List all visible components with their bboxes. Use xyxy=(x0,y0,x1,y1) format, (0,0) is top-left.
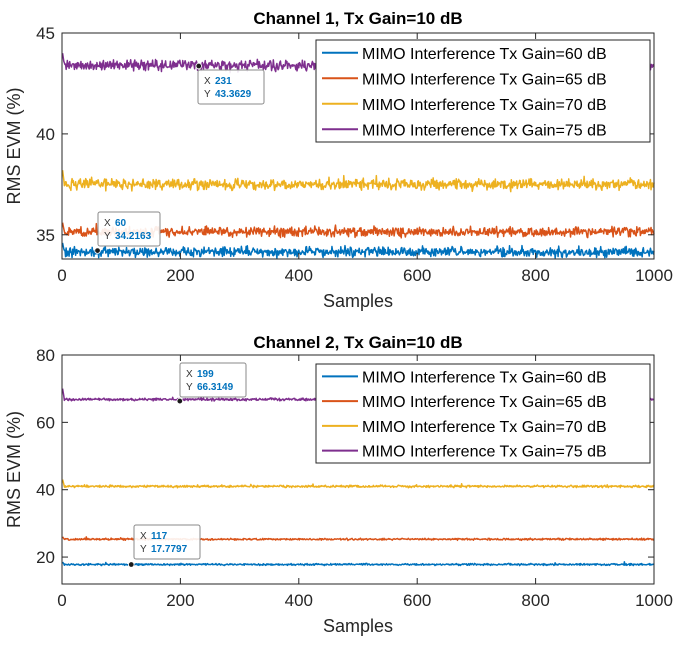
datatip-x-value: 117 xyxy=(151,531,168,542)
datatip-marker xyxy=(176,397,184,405)
legend-entry-label: MIMO Interference Tx Gain=60 dB xyxy=(362,46,607,63)
datatip[interactable]: X 199 Y 66.3149 xyxy=(176,362,247,405)
datatip-marker xyxy=(94,247,101,254)
legend-entry-label: MIMO Interference Tx Gain=70 dB xyxy=(362,97,607,114)
x-tick-label: 800 xyxy=(521,591,549,610)
x-tick-label: 0 xyxy=(57,591,66,610)
x-tick-label: 200 xyxy=(166,591,194,610)
datatip-x-value: 199 xyxy=(197,369,214,380)
y-tick-label: 35 xyxy=(36,226,55,245)
datatip-box xyxy=(197,69,265,105)
series-line-3[interactable] xyxy=(61,479,655,489)
datatip-y-value: 43.3629 xyxy=(215,89,252,100)
axes-box xyxy=(61,32,655,260)
datatip-y-prefix: Y xyxy=(204,89,211,100)
datatip-box xyxy=(97,211,161,247)
axes-box xyxy=(61,354,655,585)
series-line-2[interactable] xyxy=(61,222,655,239)
datatip-x-prefix: X xyxy=(186,369,193,380)
x-tick-label: 400 xyxy=(285,591,313,610)
x-tick-label: 0 xyxy=(57,266,66,285)
x-tick-label: 200 xyxy=(166,266,194,285)
y-tick-label: 40 xyxy=(36,125,55,144)
x-tick-label: 600 xyxy=(403,266,431,285)
datatip-x-prefix: X xyxy=(204,76,211,87)
y-tick-label: 80 xyxy=(36,346,55,365)
legend-box xyxy=(315,363,651,464)
legend-entry-label: MIMO Interference Tx Gain=65 dB xyxy=(362,71,607,88)
legend-entry-label: MIMO Interference Tx Gain=75 dB xyxy=(362,122,607,139)
datatip-y-value: 17.7797 xyxy=(151,544,188,555)
y-tick-label: 40 xyxy=(36,481,55,500)
datatip-y-value: 34.2163 xyxy=(115,231,152,242)
legend-entry-label: MIMO Interference Tx Gain=60 dB xyxy=(362,369,607,386)
datatip-x-value: 60 xyxy=(115,218,127,229)
legend-entry-label: MIMO Interference Tx Gain=65 dB xyxy=(362,394,607,411)
chart-panel-2: 0 200 400 600 800 1000 20 40 60 80 Channel 2, Tx G… xyxy=(4,333,673,636)
series-line-3[interactable] xyxy=(61,170,655,193)
datatip-y-prefix: Y xyxy=(140,544,147,555)
y-tick-label: 20 xyxy=(36,548,55,567)
x-tick-label: 1000 xyxy=(635,266,673,285)
datatip-box xyxy=(179,362,247,398)
x-axis-label: Samples xyxy=(323,616,393,636)
x-axis-label: Samples xyxy=(323,291,393,311)
x-tick-label: 1000 xyxy=(635,591,673,610)
x-tick-label: 800 xyxy=(521,266,549,285)
datatip-y-value: 66.3149 xyxy=(197,382,234,393)
y-axis-label: RMS EVM (%) xyxy=(4,88,24,205)
chart-title: Channel 1, Tx Gain=10 dB xyxy=(253,9,462,28)
datatip-x-prefix: X xyxy=(140,531,147,542)
y-axis-label: RMS EVM (%) xyxy=(4,411,24,528)
legend[interactable]: MIMO Interference Tx Gain=60 dB MIMO Inte… xyxy=(315,363,651,464)
x-tick-label: 400 xyxy=(285,266,313,285)
y-tick-label: 60 xyxy=(36,413,55,432)
x-tick-label: 600 xyxy=(403,591,431,610)
datatip[interactable]: X 117 Y 17.7797 xyxy=(128,524,201,568)
legend-box xyxy=(315,39,651,143)
datatip-marker xyxy=(195,62,202,70)
datatip-box xyxy=(133,524,201,560)
datatip-marker xyxy=(128,561,135,568)
legend-entry-label: MIMO Interference Tx Gain=75 dB xyxy=(362,444,607,461)
y-tick-label: 45 xyxy=(36,24,55,43)
legend[interactable]: MIMO Interference Tx Gain=60 dB MIMO Inte… xyxy=(315,39,651,143)
datatip-x-prefix: X xyxy=(104,218,111,229)
chart-panel-1: 0 200 400 600 800 1000 35 40 45 Channel 1, Tx Gai… xyxy=(4,9,673,311)
series-line-1[interactable] xyxy=(61,561,655,567)
datatip[interactable]: X 60 Y 34.2163 xyxy=(94,211,161,254)
datatip[interactable]: X 231 Y 43.3629 xyxy=(195,62,265,105)
datatip-y-prefix: Y xyxy=(104,231,111,242)
datatip-x-value: 231 xyxy=(215,76,232,87)
datatip-y-prefix: Y xyxy=(186,382,193,393)
legend-entry-label: MIMO Interference Tx Gain=70 dB xyxy=(362,419,607,436)
series-line-1[interactable] xyxy=(61,242,655,259)
chart-title: Channel 2, Tx Gain=10 dB xyxy=(253,333,462,352)
